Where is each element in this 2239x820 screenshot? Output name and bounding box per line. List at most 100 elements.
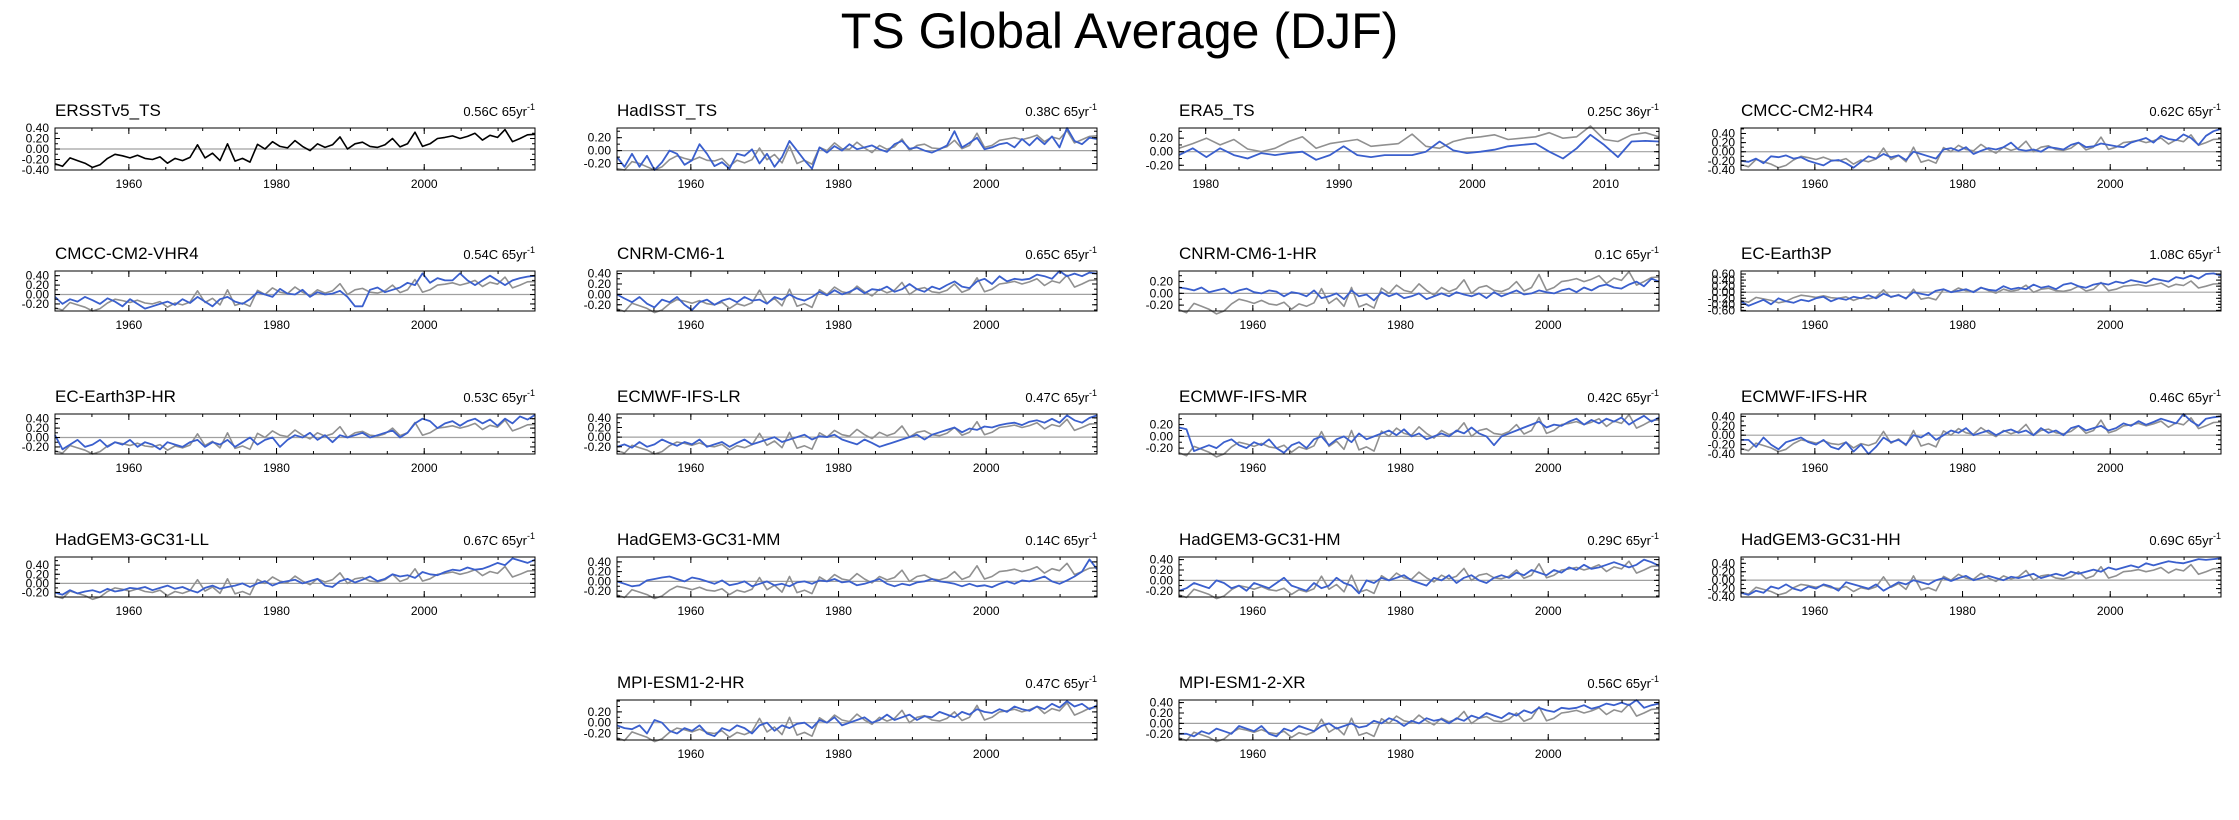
y-tick-label: -0.20 <box>1708 438 1736 452</box>
series-line-model <box>1178 558 1660 595</box>
x-tick-label: 2000 <box>973 177 1000 191</box>
plot-frame <box>1178 556 1660 598</box>
y-tick-label: 0.40 <box>26 558 50 572</box>
series-line-model <box>1741 413 2222 455</box>
series-line-obs <box>616 418 1098 455</box>
x-tick-label: 1960 <box>1801 461 1828 475</box>
y-tick-label: 0.00 <box>1712 285 1736 299</box>
y-tick-label: 0.40 <box>26 121 50 135</box>
x-tick-label: 1990 <box>1326 177 1353 191</box>
y-tick-label: 0.00 <box>1150 716 1174 730</box>
plot-frame <box>616 699 1098 741</box>
x-tick-label: 2000 <box>411 177 438 191</box>
trend-label: 0.42C 65yr-1 <box>1587 388 1659 405</box>
y-tick-label: -0.20 <box>1708 291 1736 305</box>
y-tick-label: 0.00 <box>588 144 612 158</box>
panel-ecmwf-ifs-hr: ECMWF-IFS-HR 0.46C 65yr-1 0.400.200.00-0.2… <box>1708 387 2222 475</box>
x-tick-label: 1960 <box>1239 318 1266 332</box>
y-tick-label: -0.20 <box>1146 584 1174 598</box>
series-line-model <box>616 270 1098 311</box>
y-tick-label: 0.40 <box>26 412 50 426</box>
panel-ersstv5-ts: ERSSTv5_TS 0.56C 65yr-1 0.400.200.00-0.20-… <box>22 101 536 191</box>
series-line-model <box>54 557 536 596</box>
x-tick-label: 1960 <box>1239 747 1266 761</box>
panel-era5-ts: ERA5_TS 0.25C 36yr-1 0.200.00-0.20 1980 1990… <box>1146 101 1660 191</box>
y-tick-label: 0.40 <box>1712 556 1736 570</box>
y-tick-label: -0.20 <box>22 153 50 167</box>
panel-ec-earth3p: EC-Earth3P 1.08C 65yr-10.600.400.200.00-0… <box>1708 244 2222 332</box>
series-line-model <box>54 272 536 310</box>
series-line-obs <box>54 565 536 601</box>
plot-frame <box>54 556 536 598</box>
plot-frame <box>1740 556 2222 598</box>
y-tick-label: 0.20 <box>1712 565 1736 579</box>
y-tick-label: 0.20 <box>1150 563 1174 577</box>
plot-frame <box>1740 270 2222 312</box>
y-tick-label: 0.00 <box>588 287 612 301</box>
x-tick-label: 2010 <box>1592 177 1619 191</box>
x-tick-label: 1960 <box>115 177 142 191</box>
y-tick-label: 0.40 <box>588 555 612 569</box>
x-tick-label: 1980 <box>1949 604 1976 618</box>
panel-ecmwf-ifs-lr: ECMWF-IFS-LR 0.47C 65yr-1 0.400.200.00-0.2… <box>584 387 1098 475</box>
y-tick-label: 0.20 <box>1712 279 1736 293</box>
panel-title: CMCC-CM2-HR4 <box>1741 101 1873 120</box>
y-tick-label: -0.20 <box>1146 727 1174 741</box>
plot-frame <box>616 270 1098 312</box>
y-tick-label: 0.40 <box>1712 273 1736 287</box>
y-tick-label: -0.20 <box>1708 582 1736 596</box>
plot-frame <box>616 556 1098 598</box>
trend-label: 0.47C 65yr-1 <box>1025 388 1097 405</box>
y-tick-label: 0.20 <box>1712 419 1736 433</box>
trend-label: 0.56C 65yr-1 <box>463 102 535 119</box>
series-line-obs <box>616 562 1098 600</box>
series-line-obs <box>616 129 1098 171</box>
x-tick-label: 2000 <box>2097 604 2124 618</box>
y-tick-label: -0.20 <box>1146 298 1174 312</box>
x-tick-label: 1980 <box>1949 461 1976 475</box>
y-tick-label: 0.00 <box>588 430 612 444</box>
y-tick-label: 0.40 <box>1150 553 1174 567</box>
panel-hadgem3-gc31-ll: HadGEM3-GC31-LL 0.67C 65yr-1 0.400.200.00-… <box>22 530 536 618</box>
x-tick-label: 1960 <box>677 461 704 475</box>
x-tick-label: 2000 <box>2097 177 2124 191</box>
y-tick-label: 0.40 <box>1712 126 1736 140</box>
trend-label: 0.25C 36yr-1 <box>1587 102 1659 119</box>
y-tick-label: 0.00 <box>588 574 612 588</box>
series-line-obs <box>1178 125 1660 153</box>
x-tick-label: 1960 <box>1801 318 1828 332</box>
panel-mpi-esm1-2-xr: MPI-ESM1-2-XR 0.56C 65yr-1 0.400.200.00-0.… <box>1146 673 1660 761</box>
trend-label: 0.46C 65yr-1 <box>2149 388 2221 405</box>
panel-title: MPI-ESM1-2-XR <box>1179 673 1306 692</box>
panel-title: EC-Earth3P-HR <box>55 387 176 406</box>
y-tick-label: 0.20 <box>26 278 50 292</box>
panel-title: HadISST_TS <box>617 101 717 120</box>
y-tick-label: -0.20 <box>584 440 612 454</box>
x-tick-label: 2000 <box>2097 461 2124 475</box>
x-tick-label: 1960 <box>115 318 142 332</box>
series-line-obs <box>1178 413 1660 458</box>
page-title: TS Global Average (DJF) <box>840 3 1399 59</box>
panel-title: HadGEM3-GC31-HH <box>1741 530 1901 549</box>
panel-title: HadGEM3-GC31-LL <box>55 530 209 549</box>
x-tick-label: 1980 <box>1387 604 1414 618</box>
y-tick-label: -0.40 <box>1708 297 1736 311</box>
series-line-model <box>1179 699 1660 738</box>
series-line-obs <box>1178 703 1660 743</box>
y-tick-label: 0.20 <box>588 705 612 719</box>
y-tick-label: -0.20 <box>1708 154 1736 168</box>
x-tick-label: 1980 <box>825 318 852 332</box>
panel-title: ERA5_TS <box>1179 101 1255 120</box>
panel-cmcc-cm2-hr4: CMCC-CM2-HR4 0.62C 65yr-1 0.400.200.00-0.2… <box>1708 101 2222 191</box>
trend-label: 0.29C 65yr-1 <box>1587 531 1659 548</box>
plot-frame <box>54 413 536 455</box>
series-line-obs <box>1178 270 1660 315</box>
y-tick-label: -0.20 <box>1146 158 1174 172</box>
x-tick-label: 1960 <box>1801 604 1828 618</box>
y-tick-label: 0.00 <box>1712 145 1736 159</box>
panel-title: ECMWF-IFS-LR <box>617 387 741 406</box>
series-line-obs <box>616 274 1098 314</box>
x-tick-label: 1980 <box>1387 318 1414 332</box>
trend-label: 0.67C 65yr-1 <box>463 531 535 548</box>
panel-ec-earth3p-hr: EC-Earth3P-HR 0.53C 65yr-1 0.400.200.00-0.… <box>22 387 536 475</box>
